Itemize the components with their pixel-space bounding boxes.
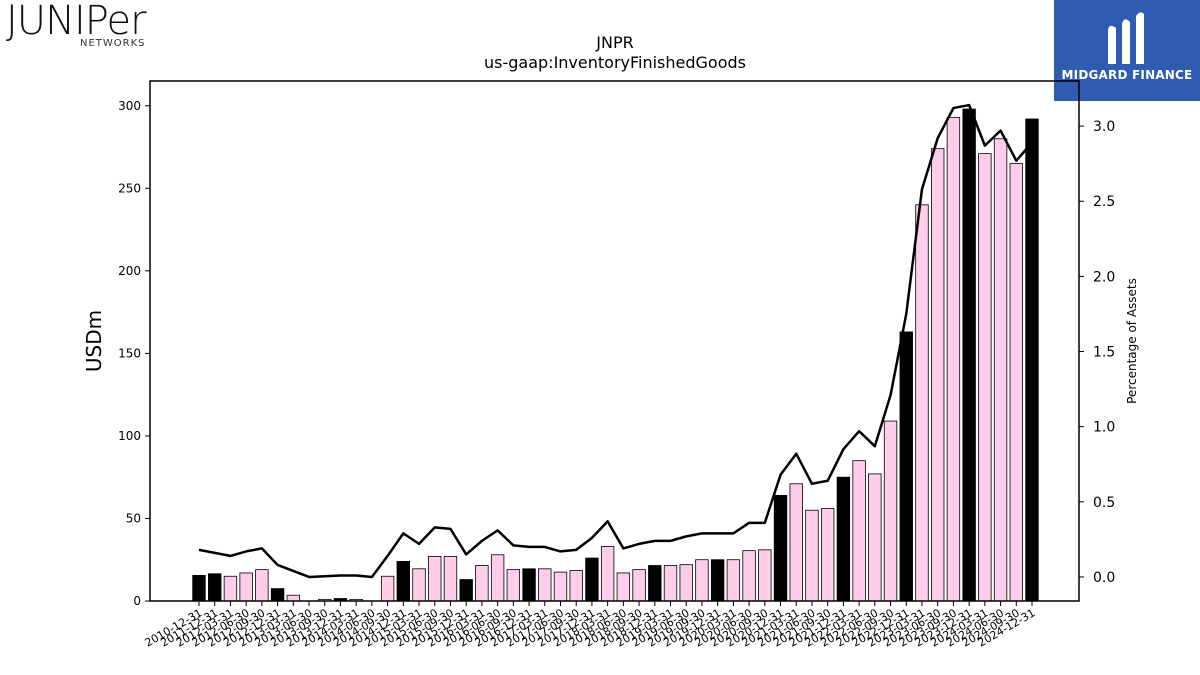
bar bbox=[789, 483, 803, 602]
midgard-mark-icon bbox=[1108, 12, 1144, 64]
midgard-logo-name: MIDGARD FINANCE bbox=[1061, 68, 1193, 82]
bar bbox=[679, 564, 693, 602]
bar bbox=[522, 568, 536, 602]
bar bbox=[978, 153, 992, 602]
bar bbox=[648, 565, 662, 602]
bar bbox=[1009, 163, 1023, 602]
bar bbox=[600, 546, 615, 602]
bar bbox=[553, 571, 568, 602]
bar bbox=[993, 138, 1008, 602]
plot-frame bbox=[149, 80, 1080, 602]
y-tick-label: 250 bbox=[118, 181, 141, 195]
y-axis-label: USDm bbox=[82, 310, 106, 372]
y2-tick-label: 0.0 bbox=[1093, 570, 1115, 586]
y-tick-label: 0 bbox=[133, 594, 141, 608]
bar bbox=[616, 572, 631, 602]
bar bbox=[915, 204, 929, 602]
bar bbox=[710, 559, 725, 602]
bar bbox=[758, 549, 772, 602]
bar bbox=[585, 557, 599, 602]
bar bbox=[208, 573, 222, 602]
y2-tick-label: 0.5 bbox=[1093, 495, 1115, 511]
bar bbox=[852, 460, 866, 602]
bar bbox=[239, 572, 253, 602]
bar bbox=[286, 594, 300, 602]
juniper-logo-subtext: NETWORKS bbox=[80, 38, 146, 49]
bar bbox=[946, 116, 961, 602]
bar bbox=[412, 568, 426, 602]
bar bbox=[270, 588, 285, 602]
bar bbox=[428, 556, 442, 602]
bars-group bbox=[192, 108, 1039, 602]
y-tick-label: 100 bbox=[118, 429, 141, 443]
y-tick-label: 150 bbox=[118, 346, 141, 360]
y-tick-label: 200 bbox=[118, 264, 141, 278]
bar bbox=[255, 569, 269, 602]
x-ticks: 2010-12-312011-12-312012-03-312012-06-30… bbox=[143, 601, 1038, 650]
bar bbox=[396, 560, 410, 602]
y2-tick-label: 1.5 bbox=[1093, 345, 1115, 361]
bar bbox=[836, 476, 851, 602]
bar bbox=[459, 579, 473, 602]
pct-assets-line bbox=[198, 103, 1033, 579]
bar bbox=[962, 108, 976, 602]
bar bbox=[742, 550, 756, 602]
chart-title: JNPR bbox=[595, 33, 633, 52]
y2-tick-label: 1.0 bbox=[1093, 420, 1115, 436]
y2-tick-label: 2.0 bbox=[1093, 269, 1115, 285]
y-tick-label: 50 bbox=[126, 511, 141, 525]
bar bbox=[475, 565, 489, 602]
bar bbox=[1025, 118, 1039, 602]
bar bbox=[443, 556, 458, 602]
bar bbox=[490, 554, 505, 602]
bar bbox=[726, 559, 741, 602]
y2-ticks: 0.0 0.5 1.0 1.5 2.0 2.5 3.0 bbox=[1079, 119, 1115, 586]
bar bbox=[223, 575, 238, 602]
bar bbox=[632, 569, 646, 602]
y2-tick-label: 2.5 bbox=[1093, 194, 1115, 210]
juniper-networks-logo: JUNIPer NETWORKS bbox=[4, 0, 164, 52]
pct-line-group bbox=[198, 103, 1033, 579]
bar bbox=[380, 575, 395, 602]
bar bbox=[883, 420, 898, 602]
juniper-logo-word: JUNIPer bbox=[6, 0, 147, 44]
bar bbox=[868, 473, 882, 602]
bar bbox=[192, 575, 206, 602]
bar bbox=[805, 509, 819, 602]
chart-subtitle: us-gaap:InventoryFinishedGoods bbox=[484, 53, 746, 72]
bar bbox=[773, 494, 788, 602]
y2-tick-label: 3.0 bbox=[1093, 119, 1115, 135]
bar bbox=[569, 570, 583, 602]
bar bbox=[899, 331, 913, 602]
y-ticks: 0 50 100 150 200 250 300 bbox=[118, 99, 150, 608]
bar bbox=[931, 148, 945, 602]
bar bbox=[695, 559, 709, 602]
bar bbox=[820, 508, 835, 602]
bar bbox=[506, 569, 521, 602]
y-tick-label: 300 bbox=[118, 99, 141, 113]
bar bbox=[663, 565, 678, 602]
y2-axis-label: Percentage of Assets bbox=[1125, 278, 1139, 404]
bar bbox=[538, 568, 552, 602]
